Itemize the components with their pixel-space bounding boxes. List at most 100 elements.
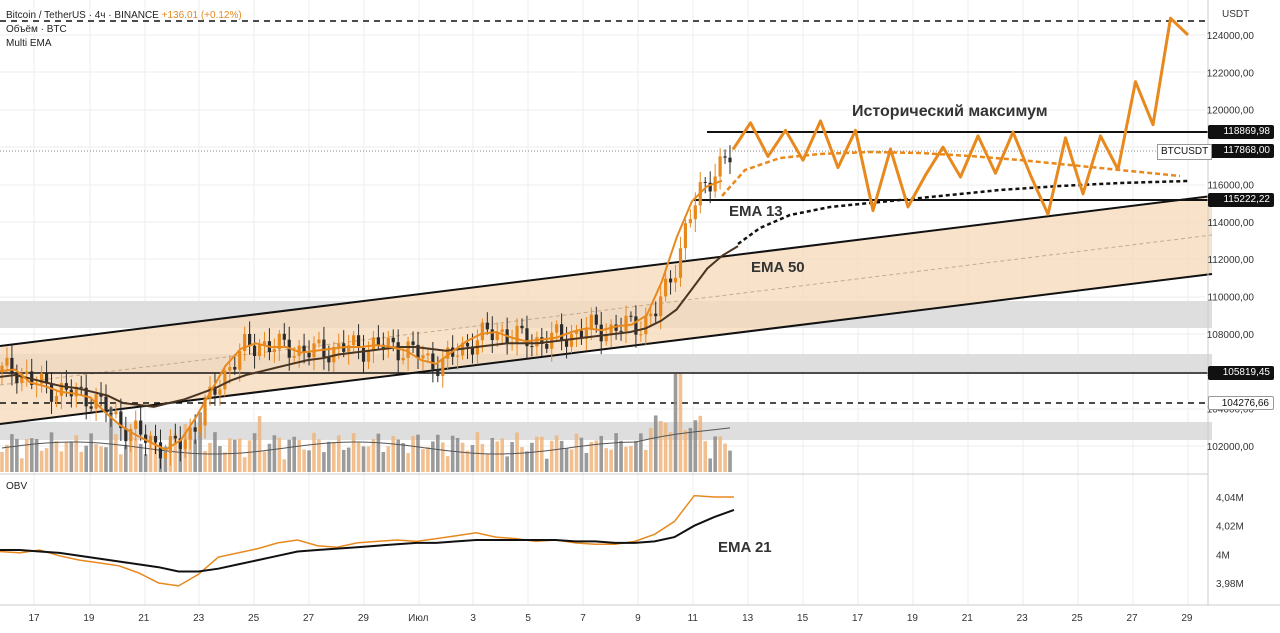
candle-body[interactable] <box>327 357 331 363</box>
candle-body[interactable] <box>416 344 420 359</box>
candle-body[interactable] <box>252 345 257 357</box>
projected-price-path[interactable] <box>731 16 1190 216</box>
candle-body[interactable] <box>446 347 450 359</box>
candle-body[interactable] <box>386 337 390 348</box>
ema50-line[interactable] <box>0 245 739 408</box>
candle-body[interactable] <box>718 156 722 177</box>
candle-body[interactable] <box>668 278 673 283</box>
candle-body[interactable] <box>307 352 311 358</box>
obv-line[interactable] <box>0 494 734 587</box>
candle-body[interactable] <box>124 428 128 442</box>
candle-body[interactable] <box>322 339 326 358</box>
candle-body[interactable] <box>317 339 321 344</box>
candle-body[interactable] <box>178 438 182 449</box>
candle-body[interactable] <box>44 373 49 384</box>
candle-body[interactable] <box>337 343 341 347</box>
candle-body[interactable] <box>574 330 579 334</box>
channel-upper-line[interactable] <box>0 195 1213 347</box>
candle-body[interactable] <box>609 324 613 335</box>
candle-body[interactable] <box>213 386 217 395</box>
candle-body[interactable] <box>376 337 380 345</box>
candle-body[interactable] <box>223 370 227 390</box>
candle-body[interactable] <box>703 181 707 183</box>
candle-body[interactable] <box>535 337 539 347</box>
candle-body[interactable] <box>40 373 44 384</box>
candle-body[interactable] <box>540 337 544 345</box>
candle-body[interactable] <box>257 344 262 357</box>
candle-body[interactable] <box>10 357 14 374</box>
channel-lower-line[interactable] <box>0 273 1213 425</box>
candle-body[interactable] <box>465 342 470 347</box>
symbol-line[interactable]: Bitcoin / TetherUS · 4ч · BINANCE +136.0… <box>6 9 242 23</box>
candle-body[interactable] <box>436 369 440 376</box>
candle-body[interactable] <box>490 329 494 341</box>
candle-body[interactable] <box>391 337 395 343</box>
candle-body[interactable] <box>649 313 653 317</box>
candle-body[interactable] <box>500 329 504 332</box>
obv-legend[interactable]: OBV <box>6 481 28 492</box>
candle-body[interactable] <box>139 420 143 435</box>
candle-body[interactable] <box>614 324 618 331</box>
candle-body[interactable] <box>520 325 524 329</box>
candle-body[interactable] <box>599 324 603 342</box>
candle-body[interactable] <box>431 353 435 370</box>
candle-body[interactable] <box>555 324 559 333</box>
candle-body[interactable] <box>441 358 445 376</box>
candle-body[interactable] <box>297 345 301 356</box>
candle-body[interactable] <box>5 357 9 366</box>
candle-body[interactable] <box>619 330 623 332</box>
candle-body[interactable] <box>470 346 475 355</box>
candle-body[interactable] <box>262 341 267 345</box>
candle-body[interactable] <box>163 452 168 459</box>
candle-body[interactable] <box>79 386 83 388</box>
candle-body[interactable] <box>20 373 24 384</box>
candle-body[interactable] <box>545 344 549 349</box>
candle-body[interactable] <box>203 398 207 426</box>
candle-body[interactable] <box>594 314 598 325</box>
candle-body[interactable] <box>688 219 692 224</box>
candle-body[interactable] <box>525 328 529 347</box>
candle-body[interactable] <box>99 394 103 397</box>
candle-body[interactable] <box>168 436 172 453</box>
candle-body[interactable] <box>356 335 361 349</box>
candle-body[interactable] <box>485 322 489 330</box>
candle-body[interactable] <box>352 335 356 346</box>
candle-body[interactable] <box>589 314 593 330</box>
candle-body[interactable] <box>218 389 222 395</box>
candle-body[interactable] <box>292 355 296 358</box>
candle-body[interactable] <box>89 406 93 409</box>
candle-body[interactable] <box>530 346 534 348</box>
candle-body[interactable] <box>629 315 633 317</box>
candle-body[interactable] <box>248 333 252 346</box>
candle-body[interactable] <box>639 334 643 336</box>
candle-body[interactable] <box>366 349 371 362</box>
candle-body[interactable] <box>347 345 351 352</box>
candle-body[interactable] <box>148 436 153 443</box>
candle-body[interactable] <box>664 278 668 297</box>
candle-body[interactable] <box>644 316 648 335</box>
candle-body[interactable] <box>401 357 405 361</box>
candle-body[interactable] <box>673 277 678 283</box>
ema-legend[interactable]: Multi EMA <box>6 38 52 49</box>
candle-body[interactable] <box>198 425 202 432</box>
candle-body[interactable] <box>579 330 584 339</box>
candle-body[interactable] <box>188 427 192 440</box>
candle-body[interactable] <box>233 366 237 370</box>
candle-body[interactable] <box>361 348 366 362</box>
candle-body[interactable] <box>560 324 564 340</box>
candle-body[interactable] <box>129 428 133 442</box>
candle-body[interactable] <box>243 333 247 352</box>
candle-body[interactable] <box>495 331 499 341</box>
candle-body[interactable] <box>480 322 484 341</box>
candle-body[interactable] <box>277 333 281 350</box>
candle-body[interactable] <box>193 427 197 432</box>
candle-body[interactable] <box>272 349 276 353</box>
candle-body[interactable] <box>723 156 727 158</box>
candle-body[interactable] <box>604 334 608 342</box>
candle-body[interactable] <box>371 337 376 350</box>
candle-body[interactable] <box>634 316 638 335</box>
candle-body[interactable] <box>228 366 232 371</box>
candle-body[interactable] <box>119 411 123 429</box>
candle-body[interactable] <box>114 411 118 415</box>
